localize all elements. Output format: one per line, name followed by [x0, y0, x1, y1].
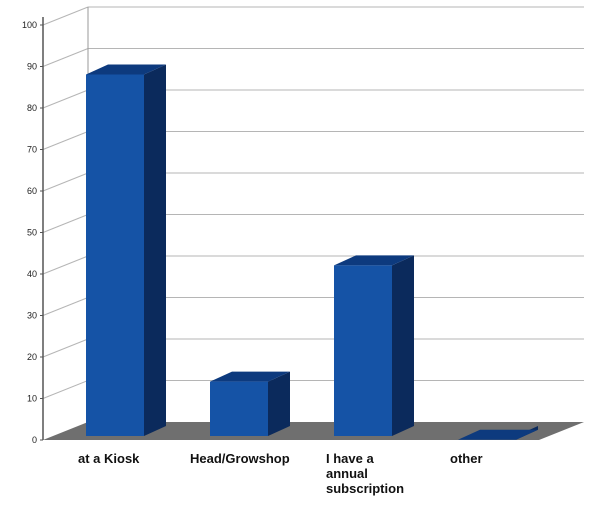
- x-tick-label: other: [450, 451, 483, 466]
- bar-side: [144, 64, 166, 436]
- bar: [210, 381, 268, 436]
- x-tick-label: subscription: [326, 481, 404, 496]
- y-tick-label: 40: [27, 269, 37, 279]
- gridline-side: [42, 380, 89, 399]
- bar-top: [334, 255, 414, 266]
- bar: [86, 74, 144, 436]
- bar-side: [268, 371, 290, 436]
- gridline-side: [42, 297, 89, 316]
- gridline-side: [42, 48, 89, 67]
- y-tick-label: 30: [27, 311, 37, 321]
- gridline-side: [42, 172, 89, 192]
- x-tick-label: I have a: [326, 451, 374, 466]
- label-layer: at a Kiosk Head/Growshop I have aannualsub…: [78, 451, 483, 496]
- x-tick-label: at a Kiosk: [78, 451, 140, 466]
- bar: [334, 265, 392, 436]
- y-tick-label: 20: [27, 352, 37, 362]
- x-tick-label: Head/Growshop: [190, 451, 290, 466]
- y-tick-label: 70: [27, 145, 37, 155]
- bars-layer: [86, 64, 538, 440]
- y-tick-label: 90: [27, 62, 37, 72]
- y-tick-label: 80: [27, 103, 37, 113]
- y-tick-label: 0: [32, 435, 37, 445]
- y-tick-label: 10: [27, 394, 37, 404]
- gridline-side: [42, 214, 89, 233]
- chart-floor: [43, 422, 584, 440]
- bar-top: [210, 371, 290, 382]
- gridline-side: [42, 255, 89, 275]
- axis-layer: 0 10 20 30 40 50 60 70 80 90 100: [22, 7, 584, 445]
- gridline-side: [42, 131, 89, 150]
- y-tick-label: 100: [22, 20, 37, 30]
- bar-top: [458, 429, 538, 440]
- y-tick-label: 60: [27, 186, 37, 196]
- bar-top: [86, 64, 166, 75]
- x-tick-label: annual: [326, 466, 368, 481]
- gridline-side: [42, 338, 89, 358]
- gridline-side: [42, 6, 89, 26]
- gridline-side: [42, 89, 89, 109]
- bar-side: [392, 255, 414, 436]
- y-tick-label: 50: [27, 228, 37, 238]
